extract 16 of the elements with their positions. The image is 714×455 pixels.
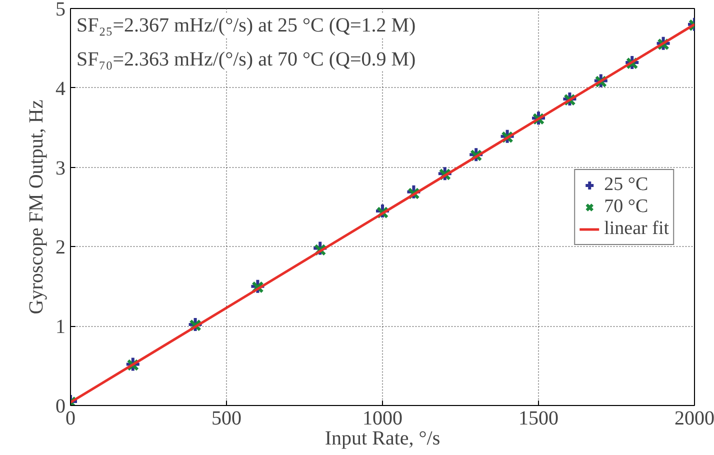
x-tick-label: 1000	[362, 408, 402, 430]
legend-label: linear fit	[604, 218, 669, 240]
y-tick-label: 5	[56, 0, 66, 20]
y-tick-label: 3	[56, 157, 66, 180]
x-tick-label: 1500	[518, 408, 558, 430]
annotation: SF₇₀=2.363 mHz/(°/s) at 70 °C (Q=0.9 M)	[76, 48, 416, 70]
x-axis-title: Input Rate, °/s	[324, 428, 440, 450]
legend-label: 70 °C	[604, 196, 648, 218]
y-tick-label: 1	[56, 316, 66, 338]
legend-label: 25 °C	[604, 174, 648, 196]
x-tick-label: 500	[212, 408, 242, 430]
y-tick-label: 4	[56, 78, 66, 100]
annotation: SF₂₅=2.367 mHz/(°/s) at 25 °C (Q=1.2 M)	[76, 14, 416, 36]
y-axis-title: Gyroscope FM Output, Hz	[26, 100, 48, 314]
y-tick-label: 2	[56, 236, 66, 259]
x-tick-label: 2000	[674, 408, 714, 430]
